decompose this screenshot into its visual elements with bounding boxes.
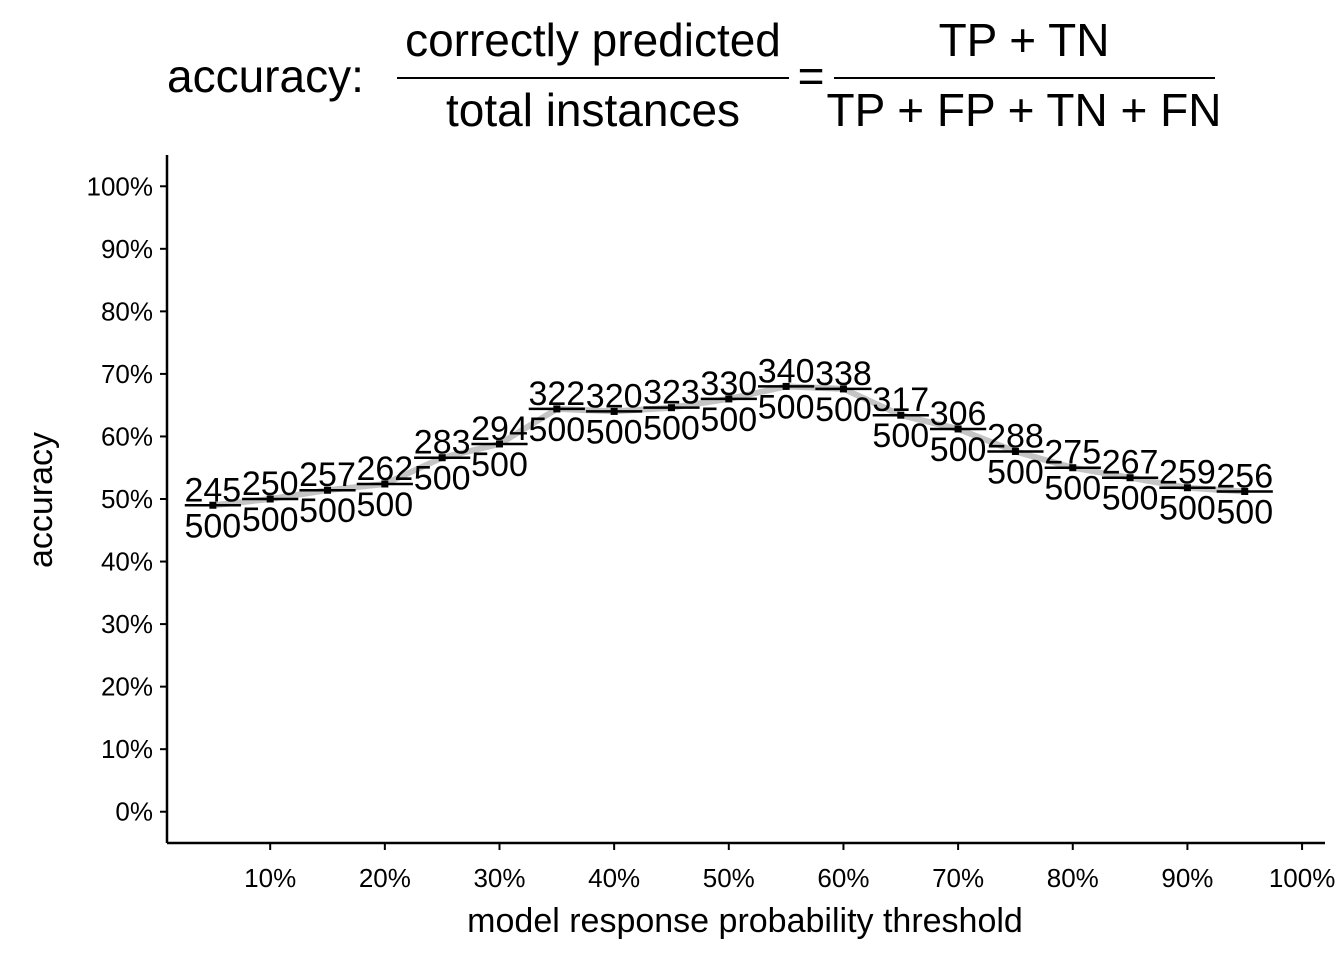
numerator-label: 322 [528, 375, 585, 413]
x-tick-label: 100% [1269, 863, 1336, 893]
denominator-label: 500 [1044, 470, 1101, 508]
numerator-label: 262 [356, 450, 413, 488]
denominator-label: 500 [356, 486, 413, 524]
denominator-label: 500 [242, 501, 299, 539]
accuracy-point [266, 495, 274, 503]
plot-area: 2455002505002575002625002835002945003225… [184, 352, 1273, 545]
accuracy-point [839, 385, 847, 393]
numerator-label: 245 [184, 471, 241, 509]
accuracy-point [954, 425, 962, 433]
y-tick-label: 90% [101, 234, 153, 264]
y-axis-title: accuracy [22, 432, 60, 568]
title-denominator-words: total instances [446, 84, 740, 136]
x-tick-label: 20% [359, 863, 411, 893]
x-tick-label: 70% [932, 863, 984, 893]
numerator-label: 288 [987, 417, 1044, 455]
chart-title: accuracy: correctly predicted total inst… [167, 14, 1221, 136]
denominator-label: 500 [700, 401, 757, 439]
y-tick-label: 100% [87, 171, 154, 201]
denominator-label: 500 [414, 460, 471, 498]
x-tick-label: 80% [1047, 863, 1099, 893]
title-prefix: accuracy: [167, 50, 364, 102]
y-tick-label: 0% [115, 797, 153, 827]
accuracy-point [897, 411, 905, 419]
numerator-label: 338 [815, 355, 872, 393]
accuracy-point [1241, 487, 1249, 495]
title-equals: = [798, 50, 825, 102]
numerator-label: 283 [414, 424, 471, 462]
accuracy-point [1183, 484, 1191, 492]
x-tick-label: 60% [817, 863, 869, 893]
accuracy-point [610, 407, 618, 415]
accuracy-point [782, 382, 790, 390]
x-tick-label: 90% [1161, 863, 1213, 893]
denominator-label: 500 [1102, 480, 1159, 518]
numerator-label: 340 [758, 352, 815, 390]
denominator-label: 500 [471, 446, 528, 484]
denominator-label: 500 [299, 492, 356, 530]
denominator-label: 500 [930, 431, 987, 469]
numerator-label: 306 [930, 395, 987, 433]
accuracy-point [438, 454, 446, 462]
denominator-label: 500 [586, 413, 643, 451]
x-tick-label: 40% [588, 863, 640, 893]
numerator-label: 320 [586, 377, 643, 415]
x-tick-label: 50% [703, 863, 755, 893]
denominator-label: 500 [872, 417, 929, 455]
numerator-label: 275 [1044, 434, 1101, 472]
numerator-label: 317 [872, 381, 929, 419]
denominator-label: 500 [184, 507, 241, 545]
accuracy-point [324, 486, 332, 494]
title-denominator-terms: TP + FP + TN + FN [827, 84, 1222, 136]
y-tick-label: 60% [101, 421, 153, 451]
y-tick-label: 50% [101, 484, 153, 514]
denominator-label: 500 [528, 411, 585, 449]
y-tick-label: 80% [101, 296, 153, 326]
denominator-label: 500 [1216, 493, 1273, 531]
y-tick-label: 40% [101, 547, 153, 577]
accuracy-point [1126, 474, 1134, 482]
accuracy-point [495, 440, 503, 448]
accuracy-point [553, 405, 561, 413]
numerator-label: 267 [1102, 444, 1159, 482]
numerator-label: 257 [299, 456, 356, 494]
title-numerator-terms: TP + TN [939, 14, 1110, 66]
numerator-label: 250 [242, 465, 299, 503]
denominator-label: 500 [758, 388, 815, 426]
x-axis-title: model response probability threshold [467, 902, 1023, 940]
numerator-label: 323 [643, 374, 700, 412]
numerator-label: 330 [700, 365, 757, 403]
denominator-label: 500 [815, 391, 872, 429]
numerator-label: 294 [471, 410, 528, 448]
y-tick-label: 30% [101, 609, 153, 639]
denominator-label: 500 [987, 453, 1044, 491]
y-tick-label: 20% [101, 672, 153, 702]
denominator-label: 500 [643, 410, 700, 448]
numerator-label: 259 [1159, 454, 1216, 492]
x-tick-label: 10% [244, 863, 296, 893]
accuracy-point [381, 480, 389, 488]
accuracy-point [667, 404, 675, 412]
accuracy-point [725, 395, 733, 403]
y-tick-label: 70% [101, 359, 153, 389]
x-tick-label: 30% [473, 863, 525, 893]
y-tick-label: 10% [101, 734, 153, 764]
title-numerator-words: correctly predicted [405, 14, 781, 66]
numerator-label: 256 [1216, 457, 1273, 495]
denominator-label: 500 [1159, 490, 1216, 528]
axes: 0% 10% 20% 30% 40% 50% 60% 70% 80% 90% 100% 10% 20% 3… [87, 155, 1336, 893]
accuracy-point [209, 501, 217, 509]
accuracy-point [1069, 464, 1077, 472]
accuracy-point [1011, 447, 1019, 455]
